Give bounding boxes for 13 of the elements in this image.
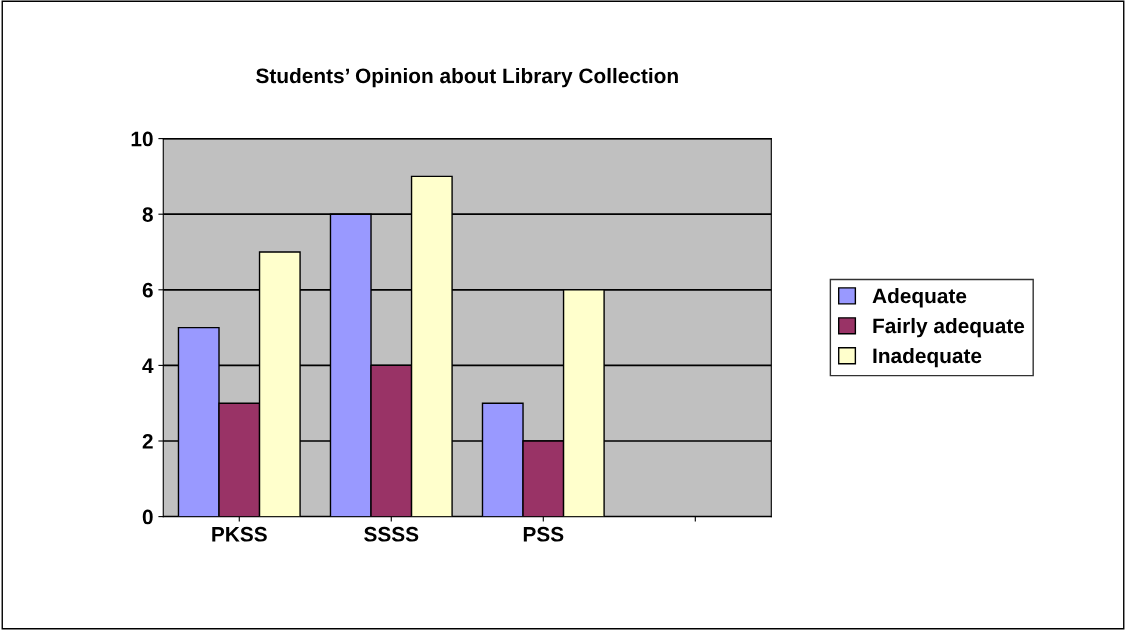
y-tick-label: 10 xyxy=(131,131,153,147)
y-tick-label: 6 xyxy=(142,282,153,298)
x-tick-label: PKSS xyxy=(212,526,267,542)
y-tick-label: 0 xyxy=(142,509,153,525)
legend-label: Adequate xyxy=(872,288,967,308)
chart-title: Students’ Opinion about Library Collection xyxy=(256,67,678,88)
x-tick-label: PSS xyxy=(523,526,564,542)
legend-label: Fairly adequate xyxy=(873,317,1025,338)
y-tick-label: 2 xyxy=(142,434,153,449)
y-tick-label: 4 xyxy=(142,358,154,373)
legend-label: Inadequate xyxy=(873,347,982,368)
x-tick-label: SSSS xyxy=(364,526,419,542)
y-tick-label: 8 xyxy=(142,207,153,222)
